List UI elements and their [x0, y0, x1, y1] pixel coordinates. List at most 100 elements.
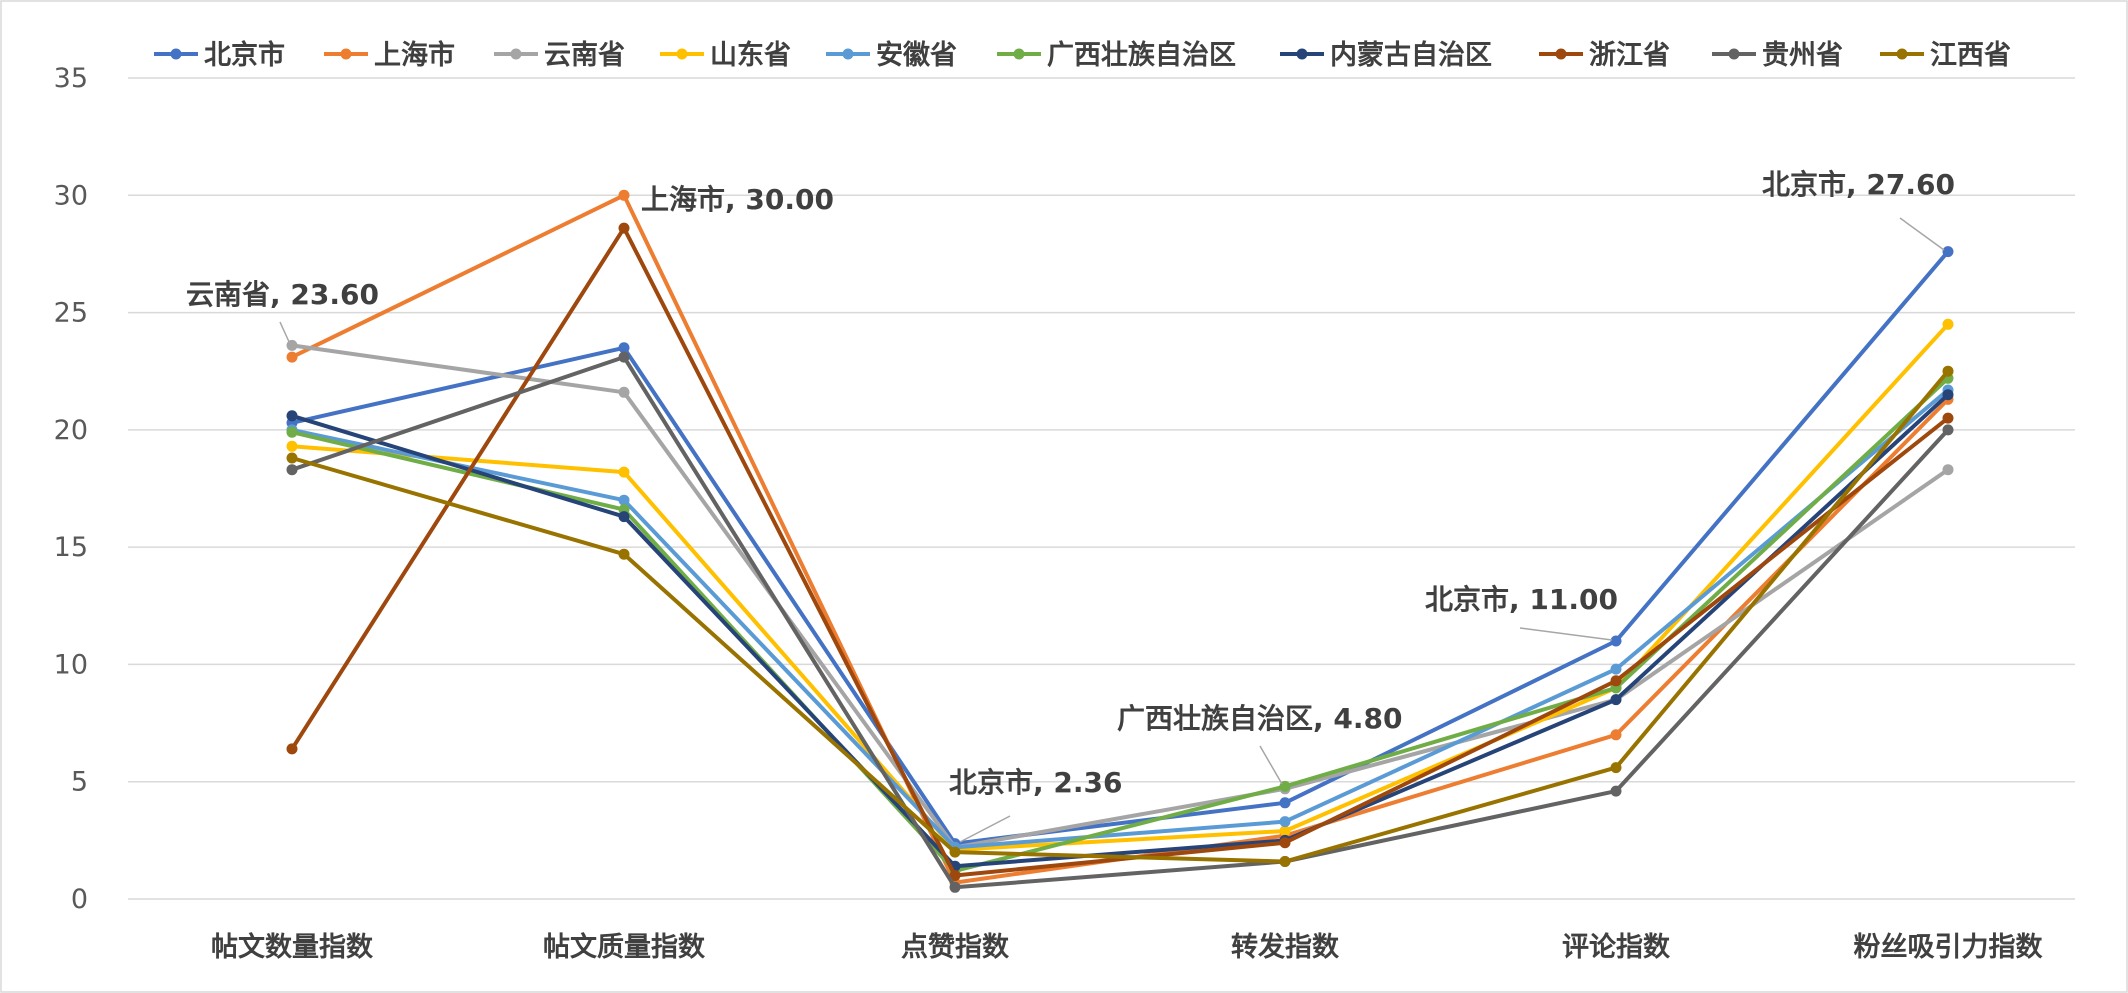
data-point — [949, 846, 961, 858]
data-point — [618, 189, 630, 201]
data-point — [1942, 412, 1954, 424]
series-9 — [286, 365, 1954, 867]
legend-swatch-marker — [1896, 48, 1908, 60]
y-tick-label: 20 — [54, 415, 88, 446]
data-point — [1942, 365, 1954, 377]
data-point — [618, 351, 630, 363]
data-label: 上海市, 30.00 — [641, 183, 834, 216]
data-point — [1610, 785, 1622, 797]
legend-swatch-marker — [1296, 48, 1308, 60]
data-point — [1279, 797, 1291, 809]
data-point — [1279, 816, 1291, 828]
legend-item: 广西壮族自治区 — [997, 39, 1236, 71]
legend-swatch-marker — [1728, 48, 1740, 60]
series-line — [291, 355, 1950, 890]
legend-label: 安徽省 — [876, 40, 957, 71]
data-point — [1610, 663, 1622, 675]
x-tick-label: 评论指数 — [1562, 932, 1671, 963]
data-point — [1279, 837, 1291, 849]
legend-swatch-marker — [340, 48, 352, 60]
legend-label: 云南省 — [544, 40, 625, 71]
data-point — [286, 464, 298, 476]
y-tick-label: 5 — [71, 767, 88, 798]
y-tick-label: 35 — [54, 63, 88, 94]
legend-swatch-marker — [510, 48, 522, 60]
legend-item: 贵州省 — [1712, 40, 1843, 71]
data-point — [1942, 464, 1954, 476]
data-point — [1942, 318, 1954, 330]
legend-label: 北京市 — [204, 39, 285, 71]
series-7 — [286, 222, 1954, 881]
y-axis-ticks: 0 5 10 15 20 25 30 35 — [54, 63, 88, 915]
series-line — [290, 226, 1950, 878]
data-point — [286, 426, 298, 438]
data-label: 北京市, 27.60 — [1762, 168, 1955, 201]
y-tick-label: 25 — [54, 298, 88, 329]
legend-label: 山东省 — [710, 39, 791, 71]
annotation-leader-line — [279, 321, 291, 345]
series-lines — [286, 189, 1954, 893]
data-point — [286, 743, 298, 755]
legend-swatch-marker — [1555, 48, 1567, 60]
legend-label: 贵州省 — [1762, 40, 1843, 71]
legend-label: 上海市 — [374, 39, 455, 71]
x-tick-label: 转发指数 — [1231, 931, 1340, 963]
legend-item: 江西省 — [1880, 40, 2011, 71]
data-point — [286, 440, 298, 452]
legend-swatch-marker — [842, 48, 854, 60]
data-point — [618, 386, 630, 398]
series-line — [291, 322, 1950, 852]
data-point — [618, 222, 630, 234]
x-tick-label: 帖文质量指数 — [543, 931, 706, 963]
data-label-annotations: 云南省, 23.60 上海市, 30.00 北京市, 2.36 广西壮族自治区, 4.… — [186, 168, 1955, 843]
data-label: 北京市, 11.00 — [1425, 583, 1618, 616]
data-point — [618, 342, 630, 354]
legend-item: 安徽省 — [826, 40, 957, 71]
series-line — [291, 250, 1950, 846]
y-tick-label: 30 — [54, 180, 88, 211]
data-point — [1942, 246, 1954, 258]
series-line — [291, 369, 1950, 864]
series-line — [291, 393, 1950, 869]
annotation-leader-line — [959, 815, 1011, 843]
data-point — [1610, 729, 1622, 741]
data-label: 广西壮族自治区, 4.80 — [1117, 702, 1402, 735]
legend-swatch-marker — [676, 48, 688, 60]
y-tick-label: 0 — [71, 884, 88, 915]
legend-item: 浙江省 — [1539, 40, 1670, 71]
legend-label: 广西壮族自治区 — [1047, 39, 1236, 71]
y-tick-label: 10 — [54, 649, 88, 680]
x-tick-label: 粉丝吸引力指数 — [1854, 932, 2044, 963]
x-axis-ticks: 帖文数量指数 帖文质量指数 点赞指数 转发指数 评论指数 粉丝吸引力指数 — [211, 931, 2043, 963]
data-point — [1279, 856, 1291, 867]
data-point — [1942, 389, 1954, 401]
legend-item: 山东省 — [660, 39, 791, 71]
data-point — [618, 494, 630, 506]
x-tick-label: 帖文数量指数 — [211, 931, 374, 963]
data-point — [1279, 825, 1291, 837]
legend-label: 江西省 — [1930, 40, 2011, 71]
legend-label: 内蒙古自治区 — [1330, 39, 1492, 71]
legend-item: 内蒙古自治区 — [1280, 39, 1492, 71]
legend-swatch-marker — [170, 48, 182, 60]
data-point — [618, 466, 630, 478]
data-point — [286, 351, 298, 363]
data-label: 北京市, 2.36 — [949, 766, 1122, 799]
data-point — [1610, 675, 1622, 687]
data-point — [618, 548, 630, 560]
legend: 北京市 上海市 云南省 山东省 安徽省 广西壮族自治区 内蒙古自治区 浙江省 贵州省 江西省 — [154, 39, 2011, 71]
annotation-leader-line — [1519, 627, 1613, 641]
legend-item: 云南省 — [494, 40, 625, 71]
legend-swatch-marker — [1013, 48, 1025, 60]
annotation-leader-line — [1259, 745, 1283, 785]
series-line — [291, 388, 1950, 850]
data-point — [286, 452, 298, 464]
data-point — [618, 511, 630, 523]
data-point — [949, 881, 961, 893]
gridlines — [128, 77, 2075, 900]
data-point — [1610, 694, 1622, 706]
data-point — [1610, 635, 1622, 647]
data-point — [1610, 762, 1622, 774]
data-point — [286, 410, 298, 422]
